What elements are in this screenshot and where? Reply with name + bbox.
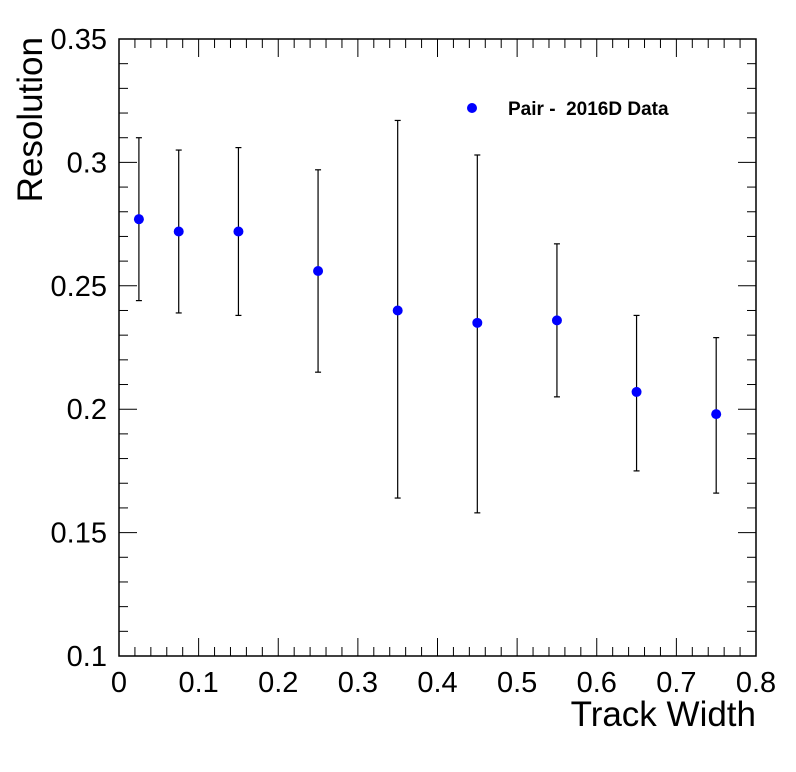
x-tick-label: 0.5 <box>497 667 537 699</box>
data-point <box>631 386 642 397</box>
x-tick-label: 0.1 <box>178 667 218 699</box>
legend-marker <box>467 103 477 113</box>
axis-ticks <box>118 38 757 657</box>
data-point <box>711 409 722 420</box>
y-tick-label: 0.15 <box>51 518 107 550</box>
x-tick-label: 0.2 <box>258 667 298 699</box>
legend-label: Pair - 2016D Data <box>508 99 669 120</box>
y-tick-label: 0.35 <box>51 24 107 56</box>
data-points <box>133 214 722 420</box>
data-point <box>133 214 144 225</box>
y-tick-label: 0.2 <box>67 394 107 426</box>
data-point <box>233 226 244 237</box>
x-tick-label: 0.3 <box>338 667 378 699</box>
y-tick-label: 0.1 <box>67 641 107 673</box>
data-point <box>392 305 403 316</box>
y-tick-label: 0.25 <box>51 271 107 303</box>
x-tick-label: 0.8 <box>736 667 776 699</box>
legend: Pair - 2016D Data <box>467 99 669 120</box>
data-point <box>551 315 562 326</box>
plot-frame <box>118 38 757 657</box>
x-tick-label: 0.6 <box>577 667 617 699</box>
x-tick-label: 0 <box>111 667 127 699</box>
data-point <box>313 265 324 276</box>
x-axis-title: Track Width <box>571 695 756 734</box>
x-tick-labels: 0 0.1 0.2 0.3 0.4 0.5 0.6 0.7 0.8 <box>111 667 776 699</box>
data-point <box>173 226 184 237</box>
x-tick-label: 0.4 <box>417 667 457 699</box>
x-tick-label: 0.7 <box>656 667 696 699</box>
y-tick-label: 0.3 <box>67 147 107 179</box>
data-point <box>472 317 483 328</box>
error-bars <box>135 119 720 514</box>
y-axis-title: Resolution <box>11 37 50 202</box>
y-tick-labels: 0.1 0.15 0.2 0.25 0.3 0.35 <box>51 24 107 673</box>
